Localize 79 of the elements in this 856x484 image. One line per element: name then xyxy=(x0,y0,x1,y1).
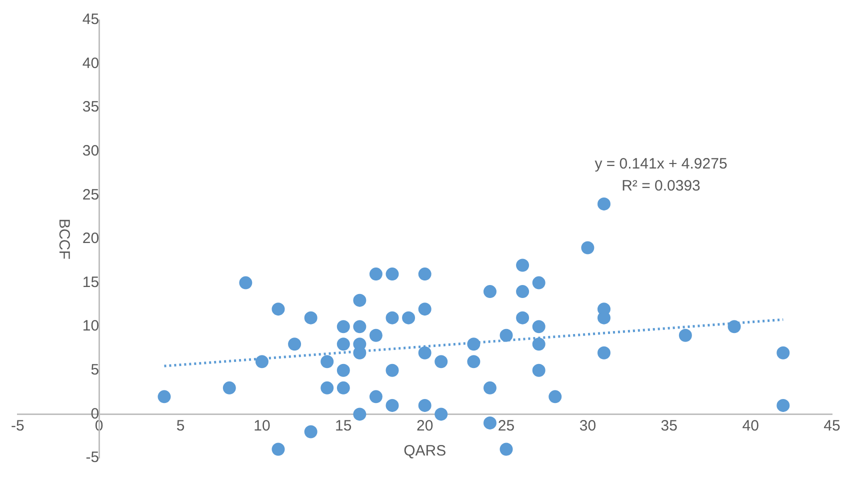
point xyxy=(336,381,350,394)
point xyxy=(320,381,334,394)
y-tick-label: 15 xyxy=(82,274,100,291)
point xyxy=(304,425,318,438)
point xyxy=(776,346,790,360)
y-tick-label: 45 xyxy=(82,11,100,28)
point xyxy=(500,442,513,456)
annotation: y = 0.141x + 4.9275 xyxy=(594,156,728,173)
y-axis-title: BCCF xyxy=(55,218,72,260)
point xyxy=(336,338,350,351)
point xyxy=(434,355,448,368)
y-tick-label: 40 xyxy=(82,54,100,72)
point xyxy=(336,320,350,334)
point xyxy=(776,398,790,412)
point xyxy=(386,311,399,324)
point xyxy=(353,294,366,307)
point xyxy=(369,328,382,342)
point xyxy=(678,328,692,342)
y-tick-label: 5 xyxy=(90,362,100,379)
point xyxy=(597,197,610,210)
point xyxy=(548,390,562,404)
point xyxy=(500,328,513,342)
point xyxy=(532,276,546,290)
point xyxy=(222,381,236,394)
point xyxy=(353,320,366,334)
point xyxy=(418,302,432,316)
point xyxy=(483,381,496,394)
x-tick-label: 40 xyxy=(742,417,759,434)
point xyxy=(255,355,268,368)
point xyxy=(320,355,334,368)
point xyxy=(418,268,432,281)
x-tick-label: 5 xyxy=(176,417,185,434)
point xyxy=(336,364,350,377)
point xyxy=(581,241,594,254)
x-axis-title: QARS xyxy=(404,442,446,460)
y-tick-label: 35 xyxy=(82,98,100,116)
point xyxy=(288,338,302,351)
y-tick-label: 10 xyxy=(82,318,100,335)
y-tick-label: 30 xyxy=(82,142,100,160)
annotation: R² = 0.0393 xyxy=(622,178,700,195)
point xyxy=(532,320,546,334)
point xyxy=(369,390,382,404)
x-tick-label: 35 xyxy=(660,417,678,434)
x-tick-label: 20 xyxy=(416,417,434,434)
point xyxy=(369,268,382,281)
point xyxy=(386,398,399,412)
point xyxy=(597,311,610,324)
point xyxy=(402,311,416,324)
point xyxy=(516,285,530,298)
point xyxy=(418,398,432,412)
x-tick-label: -5 xyxy=(10,417,24,434)
point xyxy=(158,390,171,404)
point xyxy=(418,346,432,360)
x-tick-label: 30 xyxy=(579,417,596,434)
y-tick-label: 20 xyxy=(82,230,100,248)
point xyxy=(353,408,366,421)
point xyxy=(483,285,496,298)
point xyxy=(483,416,496,430)
point xyxy=(597,346,610,360)
x-tick-label: 10 xyxy=(254,417,270,434)
x-tick-label: 25 xyxy=(498,417,515,434)
y-tick-label: 25 xyxy=(82,186,100,204)
point xyxy=(467,355,480,368)
point xyxy=(532,364,546,377)
point xyxy=(516,258,530,272)
point xyxy=(434,408,448,421)
point xyxy=(532,338,546,351)
x-tick-label: 45 xyxy=(824,417,840,434)
x-tick-label: 15 xyxy=(335,417,352,434)
point xyxy=(386,268,399,281)
point xyxy=(272,442,285,456)
point xyxy=(467,338,480,351)
point xyxy=(272,302,285,316)
point xyxy=(516,311,530,324)
point xyxy=(386,364,399,377)
point xyxy=(728,320,741,334)
point xyxy=(304,311,318,324)
y-tick-label: -5 xyxy=(86,449,100,466)
point xyxy=(239,276,252,290)
